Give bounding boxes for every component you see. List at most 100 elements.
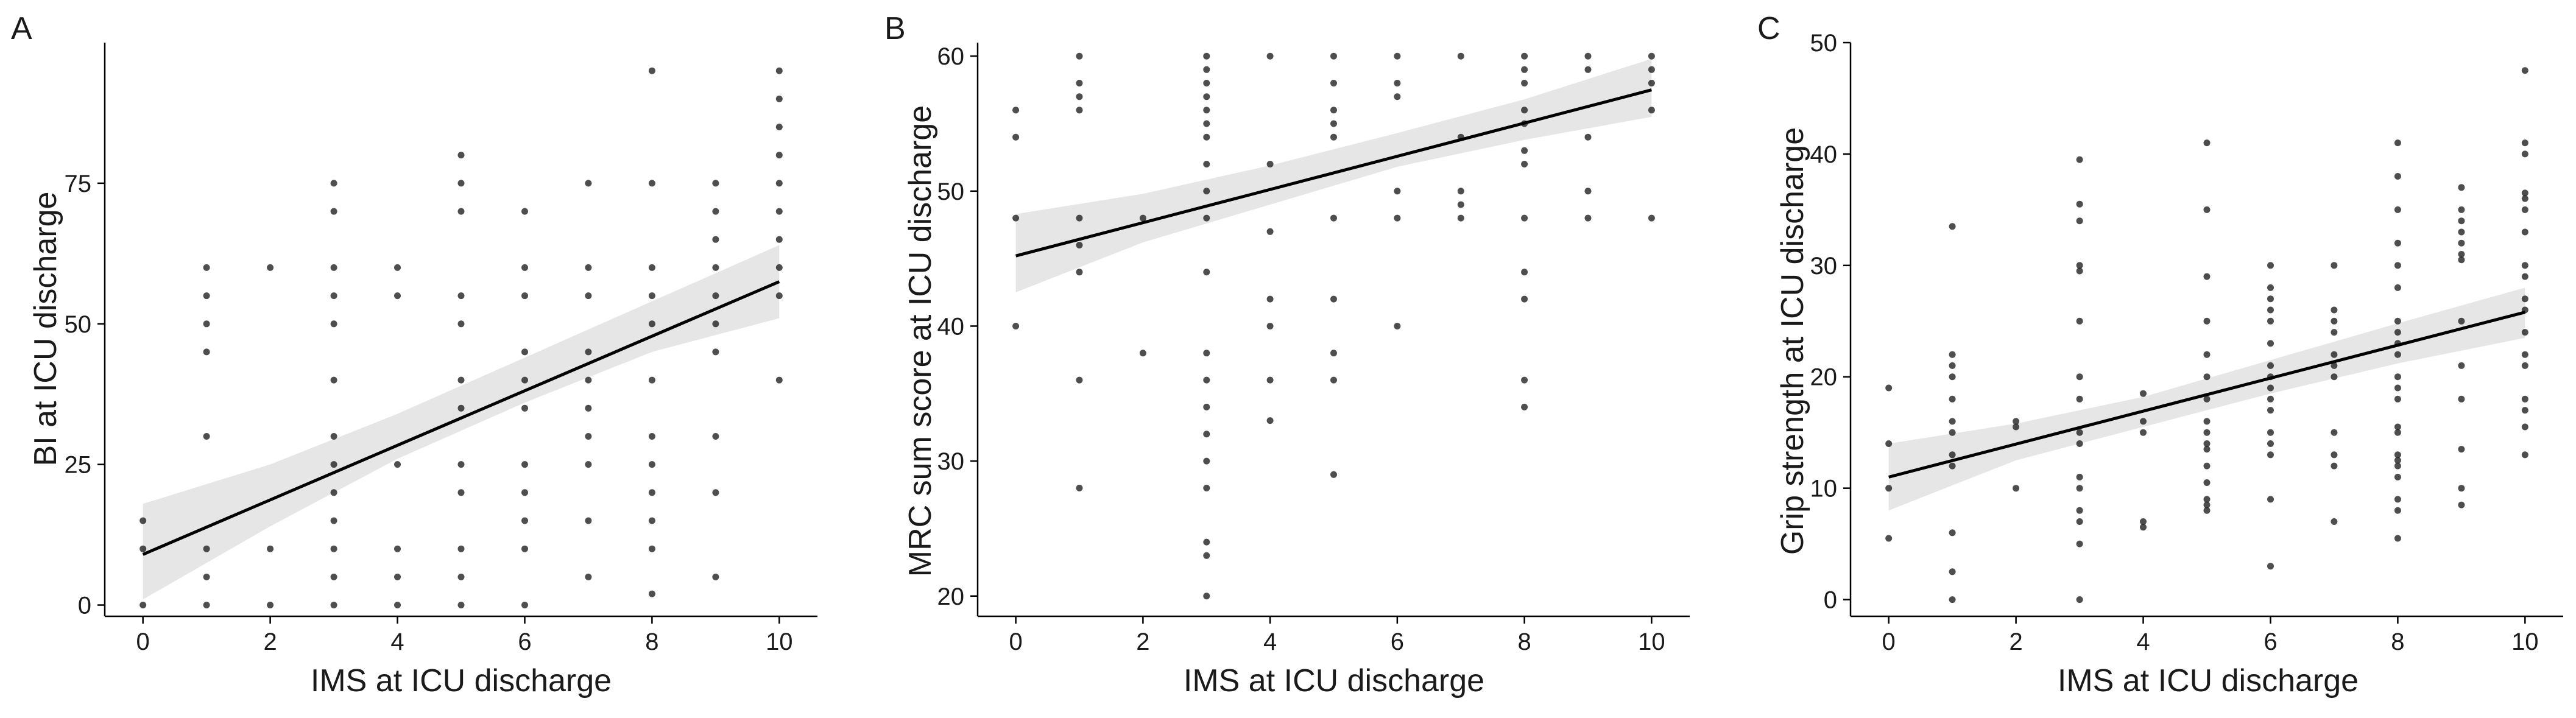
y-tick-label: 20 — [1810, 364, 1838, 391]
data-point — [2521, 295, 2528, 303]
data-point — [2458, 206, 2465, 213]
data-point — [2076, 317, 2083, 325]
data-point — [2076, 429, 2083, 436]
data-point — [457, 489, 465, 496]
data-point — [1203, 269, 1210, 276]
data-point — [2521, 362, 2528, 369]
data-point — [2203, 440, 2211, 447]
data-point — [2458, 184, 2465, 191]
data-point — [2458, 251, 2465, 258]
data-point — [2013, 485, 2020, 492]
data-point — [1203, 350, 1210, 357]
data-point — [2458, 317, 2465, 325]
data-point — [1139, 350, 1146, 357]
data-point — [775, 152, 783, 159]
y-tick-label: 10 — [1810, 476, 1838, 502]
data-point — [585, 292, 592, 300]
data-point — [1521, 214, 1528, 222]
data-point — [2076, 156, 2083, 163]
data-point — [1584, 133, 1592, 141]
data-point — [1885, 384, 1893, 392]
data-point — [2394, 395, 2401, 403]
data-point — [1648, 52, 1655, 60]
data-point — [1266, 417, 1274, 424]
data-point — [521, 489, 528, 496]
x-tick-label: 6 — [2264, 628, 2277, 655]
data-point — [1203, 376, 1210, 384]
confidence-band — [143, 245, 780, 600]
data-point — [1949, 418, 1956, 425]
data-point — [2203, 206, 2211, 213]
data-point — [2267, 451, 2274, 459]
data-point — [2394, 329, 2401, 336]
data-point — [1949, 529, 1956, 537]
y-tick-label: 50 — [1810, 30, 1838, 57]
data-point — [1394, 52, 1401, 60]
data-point — [2521, 451, 2528, 459]
data-point — [457, 573, 465, 580]
data-point — [775, 376, 783, 384]
data-point — [1457, 188, 1464, 195]
data-point — [2267, 362, 2274, 369]
data-point — [2331, 518, 2338, 525]
data-point — [139, 517, 147, 524]
data-point — [394, 292, 401, 300]
data-point — [457, 180, 465, 187]
data-point — [1076, 214, 1083, 222]
data-point — [1330, 80, 1337, 86]
data-point — [521, 208, 528, 215]
data-point — [1203, 52, 1210, 60]
data-point — [1076, 269, 1083, 276]
data-point — [648, 590, 655, 597]
panel-letter: C — [1757, 11, 1780, 46]
data-point — [2394, 496, 2401, 503]
data-point — [2076, 518, 2083, 525]
data-point — [2267, 295, 2274, 303]
data-point — [712, 236, 719, 243]
data-point — [1266, 161, 1274, 167]
data-point — [1457, 52, 1464, 60]
data-point — [648, 517, 655, 524]
data-point — [330, 320, 337, 328]
data-point — [1394, 214, 1401, 222]
data-point — [2458, 395, 2465, 403]
data-point — [2267, 407, 2274, 414]
data-point — [1076, 376, 1083, 384]
data-point — [2331, 262, 2338, 269]
data-point — [1203, 214, 1210, 222]
data-point — [2394, 351, 2401, 358]
data-point — [2394, 206, 2401, 213]
y-axis-title: Grip strength at ICU discharge — [1775, 127, 1810, 555]
x-tick-label: 2 — [263, 628, 277, 655]
data-point — [2203, 446, 2211, 453]
data-point — [648, 264, 655, 271]
data-point — [1330, 350, 1337, 357]
data-point — [457, 545, 465, 552]
data-point — [2076, 217, 2083, 225]
data-point — [1521, 107, 1528, 114]
data-point — [1584, 66, 1592, 73]
data-point — [712, 433, 719, 440]
regression-line — [1888, 311, 2525, 479]
data-point — [2521, 407, 2528, 414]
data-point — [394, 545, 401, 552]
data-point — [2203, 507, 2211, 514]
data-point — [521, 264, 528, 271]
data-point — [1203, 593, 1210, 600]
x-tick-label: 0 — [136, 628, 150, 655]
x-tick-label: 8 — [1518, 628, 1531, 655]
data-point — [712, 180, 719, 187]
x-tick-label: 4 — [1263, 628, 1277, 655]
data-point — [330, 545, 337, 552]
data-point — [1203, 161, 1210, 167]
y-tick-label: 0 — [78, 593, 91, 619]
data-point — [1266, 228, 1274, 235]
data-point — [2394, 507, 2401, 514]
data-point — [2203, 273, 2211, 280]
x-tick-label: 6 — [1391, 628, 1404, 655]
data-point — [330, 517, 337, 524]
data-point — [330, 573, 337, 580]
data-point — [585, 433, 592, 440]
data-point — [1139, 214, 1146, 222]
data-point — [203, 545, 210, 552]
